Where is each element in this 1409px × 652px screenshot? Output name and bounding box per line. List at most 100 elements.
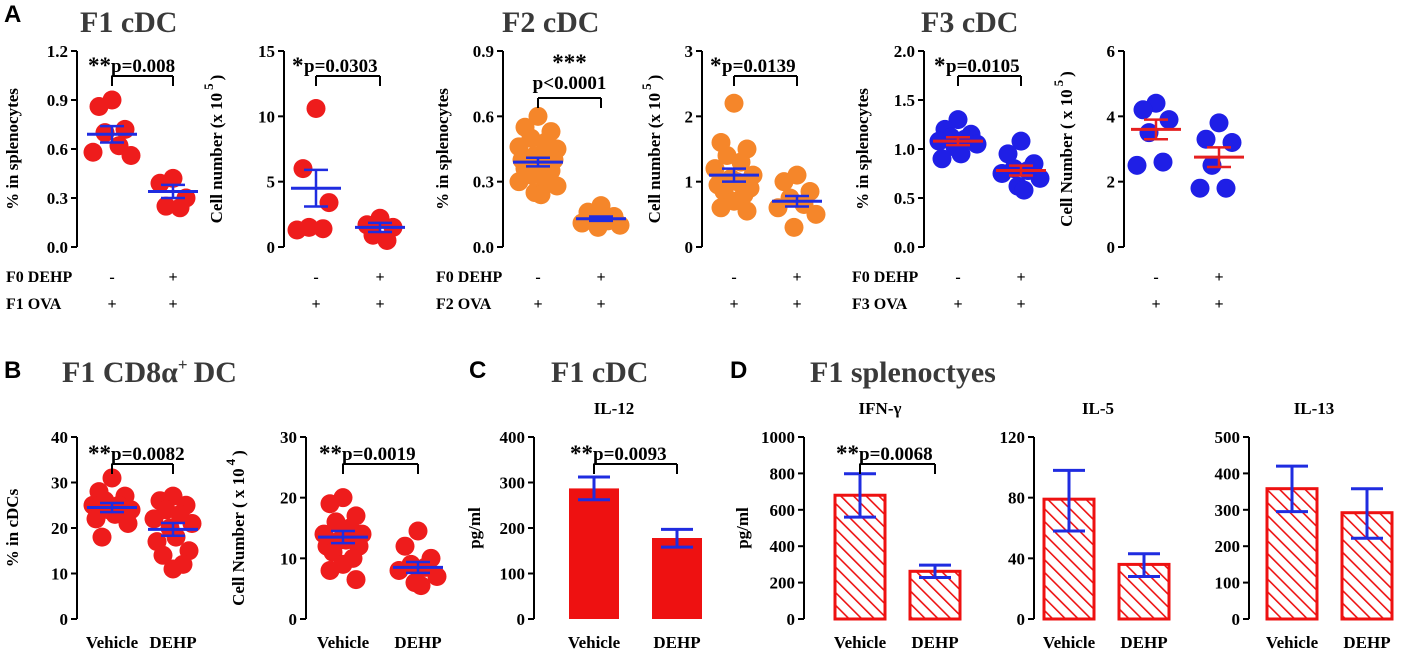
cytokine-subtitle: IFN-γ	[859, 399, 902, 418]
data-point	[1133, 100, 1153, 120]
data-point	[951, 144, 971, 164]
plot-d-il13: 0 100 200 300 400 500 IL-13 Vehicle DEHP	[1215, 399, 1394, 652]
data-point	[784, 217, 804, 237]
plot-d-ifn-gamma: 0 200 400 600 800 1000 pg/ml IFN-γ Vehicle DEHP **…	[733, 399, 962, 652]
data-point	[932, 149, 952, 169]
y-tick-label: 20	[51, 519, 68, 538]
condition-table-f2: F0 DEHP F2 OVA - + + + - + + +	[436, 269, 802, 313]
y-axis-label: % in cDCs	[3, 488, 22, 567]
data-point	[389, 560, 409, 580]
data-point	[768, 198, 788, 218]
data-point	[1202, 155, 1222, 175]
cond-f2n-r2-b: +	[792, 296, 801, 313]
cond-f1n-r1-b: +	[375, 269, 384, 286]
y-axis-label-text: Cell number (x 10	[207, 93, 226, 224]
y-tick-label: 30	[51, 474, 68, 493]
cond-f1-row1-label: F0 DEHP	[6, 269, 72, 286]
data-point	[121, 146, 141, 166]
y-tick-label: 0.3	[47, 189, 68, 208]
y-tick-label: 0.0	[473, 238, 494, 257]
cond-f2-r1-a: -	[535, 269, 540, 286]
cond-f3-row2-label: F3 OVA	[852, 296, 908, 313]
y-axis-label: pg/ml	[465, 507, 484, 549]
cond-f1-r2-a: +	[107, 296, 116, 313]
sig-pvalue: p=0.0093	[593, 444, 667, 465]
data-point	[86, 509, 106, 529]
data-point	[395, 536, 415, 556]
y-axis-label: % in splenocytes	[433, 88, 452, 210]
y-tick-label: 80	[1008, 489, 1025, 508]
data-point	[1216, 178, 1236, 198]
y-tick-label: 0.6	[47, 140, 68, 159]
y-tick-label: 10	[258, 107, 275, 126]
y-tick-label: 100	[500, 565, 526, 584]
cond-f2-r2-b: +	[596, 296, 605, 313]
cond-f1n-r1-a: -	[313, 269, 318, 286]
cond-f3-r1-b: +	[1016, 269, 1025, 286]
data-point	[528, 106, 548, 126]
y-axis-label-text: Cell Number ( x 10	[1057, 89, 1076, 227]
x-category-label: DEHP	[911, 633, 958, 652]
y-tick-label: 0	[267, 238, 276, 257]
data-point	[967, 134, 987, 154]
data-point	[89, 97, 109, 117]
data-point	[1030, 168, 1050, 188]
data-point	[610, 215, 630, 235]
y-tick-label: 0.3	[473, 173, 494, 192]
data-point	[572, 213, 592, 233]
y-tick-label: 400	[1215, 464, 1241, 483]
data-point	[1196, 129, 1216, 149]
y-tick-label: 0	[787, 610, 796, 629]
data-point	[427, 567, 447, 587]
x-category-label: Vehicle	[317, 633, 370, 652]
panel-label-b: B	[4, 357, 21, 384]
y-tick-label: 200	[770, 574, 796, 593]
panel-label-a: A	[4, 1, 21, 28]
y-axis-label-close: )	[1057, 71, 1076, 77]
x-category-label: Vehicle	[568, 633, 621, 652]
x-category-label: Vehicle	[1266, 633, 1319, 652]
data-point	[166, 527, 186, 547]
sig-stars: ***	[552, 50, 587, 75]
data-point	[737, 201, 757, 221]
plot-f1-cell-number: 0 5 10 15 Cell number (x 10 5) * p=0.0303	[201, 42, 405, 257]
data-point	[1011, 131, 1031, 151]
condition-table-f3: F0 DEHP F3 OVA - + + + - + + +	[852, 269, 1224, 313]
y-tick-label: 1000	[761, 428, 795, 447]
data-point	[320, 560, 340, 580]
cond-f3n-r1-b: +	[1214, 269, 1223, 286]
sig-stars: *	[710, 53, 722, 78]
data-point	[83, 142, 103, 162]
data-point	[319, 193, 339, 213]
y-axis-label-sup: 5	[639, 83, 654, 90]
cond-f3-r2-a: +	[953, 296, 962, 313]
y-tick-label: 0.0	[894, 238, 915, 257]
title-f1-cd8-main: F1 CD8α	[62, 356, 178, 389]
y-tick-label: 0	[60, 610, 69, 629]
y-axis-label-text: % in splenocytes	[853, 88, 872, 210]
y-tick-label: 200	[1215, 537, 1241, 556]
y-tick-label: 40	[51, 428, 68, 447]
sig-stars: **	[319, 441, 342, 466]
sig-stars: **	[836, 441, 859, 466]
y-tick-label: 600	[770, 501, 796, 520]
cond-f2-r1-b: +	[596, 269, 605, 286]
data-point	[547, 176, 567, 196]
data-point	[998, 144, 1018, 164]
plot-f2-cell-number: 0 1 2 3 Cell number (x 10 5) * p=0.0139	[639, 42, 826, 257]
y-tick-label: 0	[517, 610, 526, 629]
y-tick-label: 1	[685, 173, 694, 192]
data-point	[170, 198, 190, 218]
data-point	[144, 509, 164, 529]
y-axis-label-text: Cell number (x 10	[645, 93, 664, 224]
y-tick-label: 2	[1107, 173, 1116, 192]
plot-f1-percent: 0.0 0.3 0.6 0.9 1.2 % in splenocytes ** p=0.008	[3, 42, 198, 257]
y-tick-label: 15	[258, 42, 275, 61]
y-axis-label: Cell number (x 10 5)	[639, 75, 664, 224]
cond-f1n-r2-a: +	[311, 296, 320, 313]
cond-f2n-r1-a: -	[731, 269, 736, 286]
sig-pvalue: p=0.0068	[859, 444, 933, 465]
x-category-label: Vehicle	[834, 633, 887, 652]
plot-f3-percent: 0.0 0.5 1.0 1.5 2.0 % in splenocytes * p=0.0105	[853, 42, 1050, 257]
data-point	[705, 159, 725, 179]
